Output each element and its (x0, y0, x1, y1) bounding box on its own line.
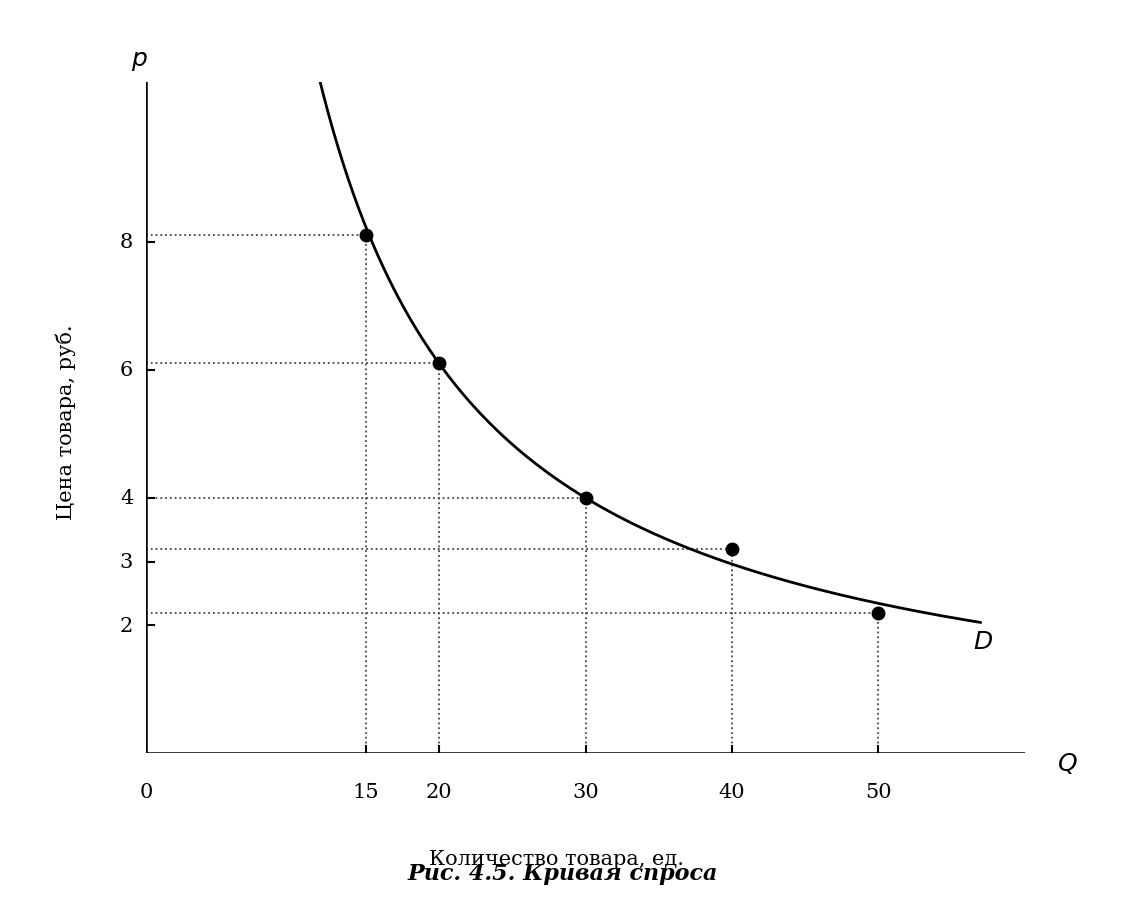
Text: Количество товара, ед.: Количество товара, ед. (429, 849, 683, 868)
Text: 50: 50 (865, 782, 892, 801)
Text: 0: 0 (140, 782, 153, 801)
Text: 4: 4 (120, 489, 133, 507)
Text: $D$: $D$ (974, 630, 993, 653)
Text: 3: 3 (119, 552, 133, 572)
Text: 30: 30 (572, 782, 599, 801)
Text: Рис. 4.5. Кривая спроса: Рис. 4.5. Кривая спроса (408, 862, 718, 884)
Text: 15: 15 (352, 782, 379, 801)
Text: $Q$: $Q$ (1057, 751, 1078, 776)
Text: $p$: $p$ (131, 51, 148, 74)
Text: 20: 20 (426, 782, 453, 801)
Text: Цена товара, руб.: Цена товара, руб. (55, 323, 77, 519)
Text: 40: 40 (718, 782, 745, 801)
Text: 6: 6 (120, 361, 133, 380)
Text: 2: 2 (120, 617, 133, 635)
Text: 8: 8 (120, 233, 133, 252)
